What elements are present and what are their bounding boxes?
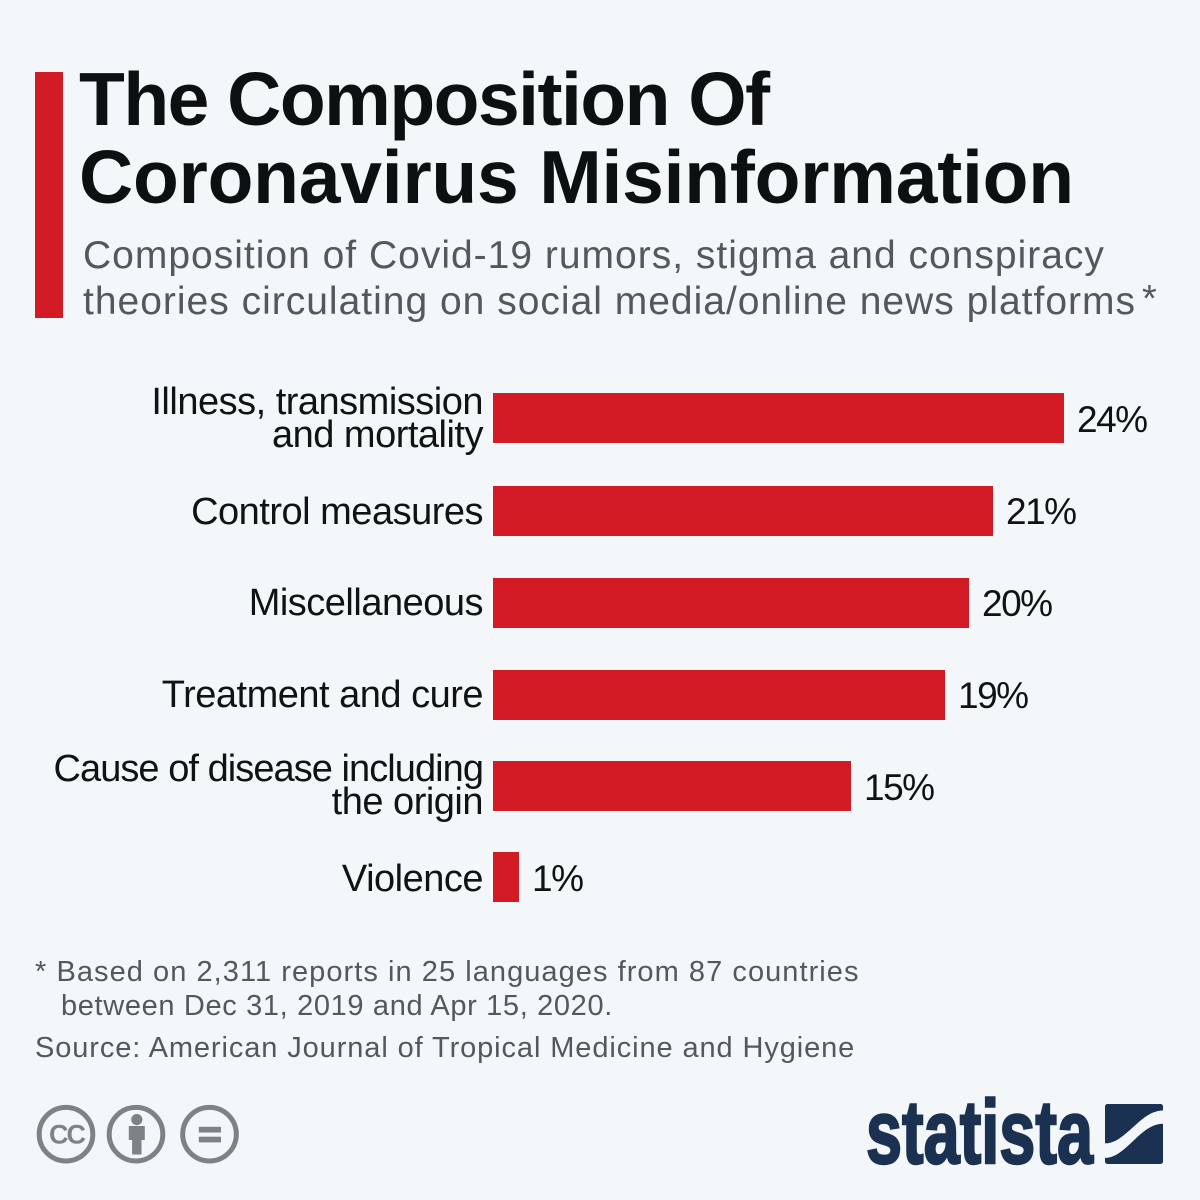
svg-text:CC: CC	[49, 1120, 85, 1150]
svg-text:statista: statista	[866, 1095, 1094, 1170]
